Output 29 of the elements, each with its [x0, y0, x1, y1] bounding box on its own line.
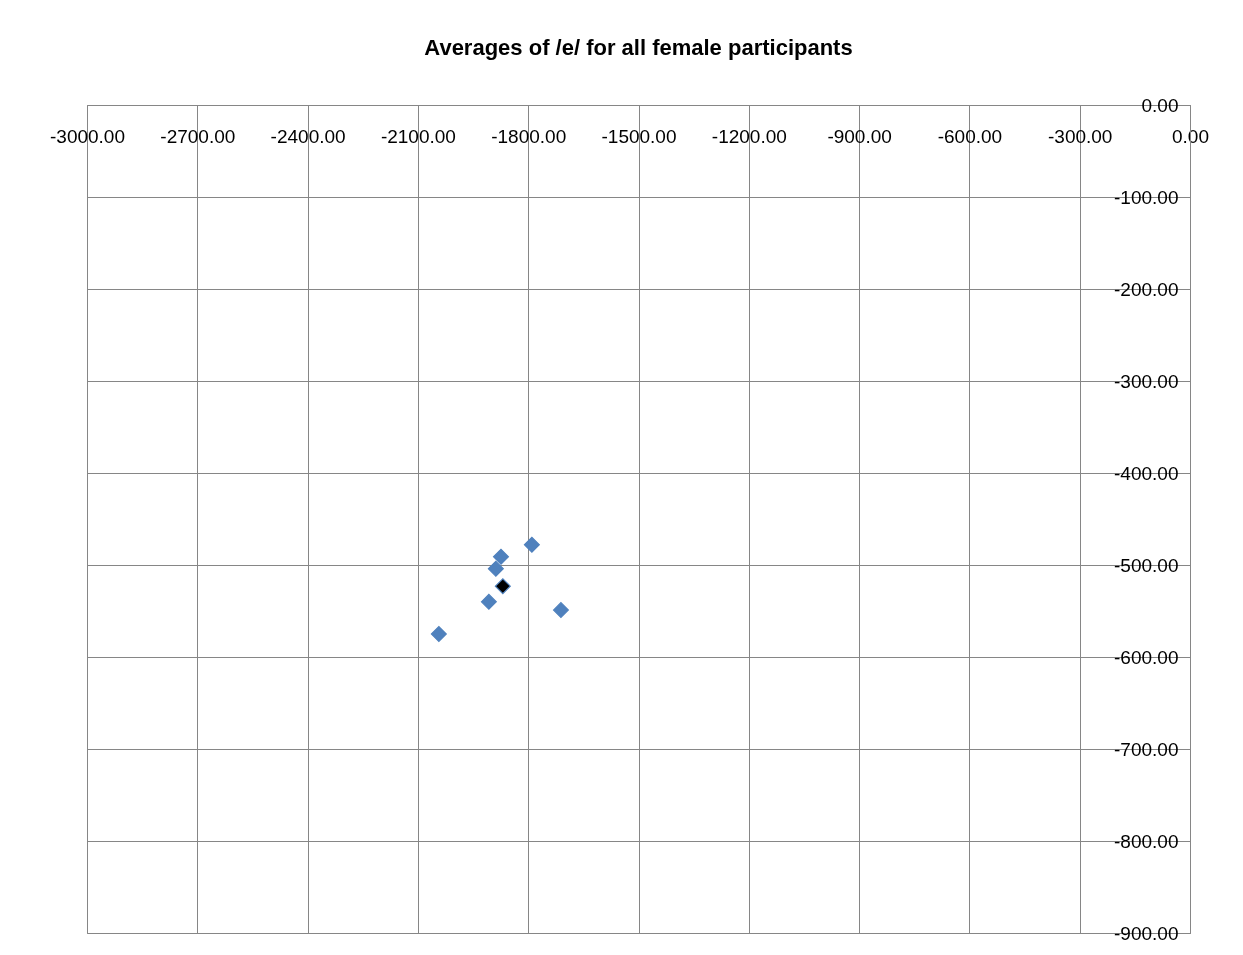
x-tick-label: 0.00: [1172, 125, 1209, 147]
y-tick-label: -700.00: [1114, 738, 1179, 760]
x-tick-label: -3000.00: [49, 125, 126, 147]
y-tick-label: -300.00: [1114, 370, 1179, 392]
chart-title: Averages of /e/ for all female participants: [424, 35, 853, 60]
x-tick-label: -2100.00: [380, 125, 456, 147]
point: [492, 548, 510, 565]
point: [552, 602, 569, 619]
x-tick-label: -1800.00: [491, 125, 567, 147]
x-tick-label: -1500.00: [601, 125, 677, 147]
y-tick-label: -600.00: [1114, 646, 1179, 668]
x-tick-label: -900.00: [827, 125, 892, 147]
point: [480, 593, 497, 610]
y-tick-label: -900.00: [1114, 922, 1179, 944]
y-tick-label: -500.00: [1114, 554, 1179, 576]
y-tick-label: -800.00: [1114, 830, 1179, 852]
y-tick-label: -200.00: [1114, 278, 1179, 300]
point: [487, 560, 504, 577]
x-tick-label: -2700.00: [160, 125, 236, 147]
point: [523, 536, 540, 553]
point: [430, 625, 447, 643]
x-tick-label: -600.00: [937, 125, 1003, 147]
y-tick-label: 0.00: [1141, 94, 1179, 116]
y-tick-label: -100.00: [1114, 186, 1179, 208]
point: [494, 578, 511, 595]
x-tick-label: -300.00: [1047, 125, 1113, 147]
x-tick-label: -2400.00: [270, 125, 346, 147]
y-tick-label: -400.00: [1114, 462, 1179, 484]
x-tick-label: -1200.00: [711, 125, 787, 147]
